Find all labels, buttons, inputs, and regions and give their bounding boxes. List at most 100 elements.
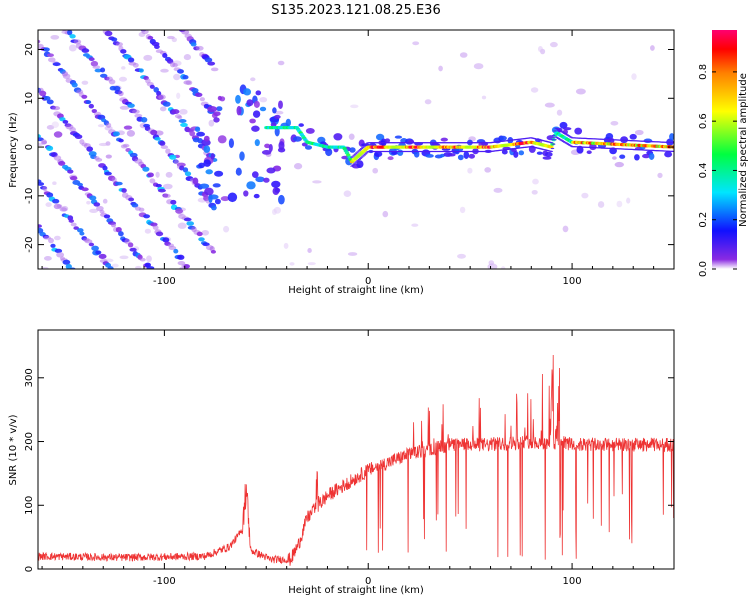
heatmap-cell [189, 130, 196, 137]
snr-x-axis-label: Height of straight line (km) [288, 585, 424, 596]
heatmap-cell [362, 145, 367, 147]
heatmap-cell [223, 225, 230, 233]
heatmap-cell [457, 253, 466, 259]
heatmap-cell [384, 138, 391, 143]
heatmap-cell [155, 171, 160, 178]
heatmap-cell [501, 149, 508, 155]
heatmap-cell [274, 187, 281, 193]
heatmap-cell [95, 157, 103, 162]
heatmap-cell [356, 160, 364, 168]
heatmap-cell [162, 237, 170, 243]
heatmap-cell [210, 249, 216, 254]
heatmap-cell [270, 122, 277, 128]
heatmap-cell [357, 150, 362, 152]
heatmap-cell [551, 143, 556, 145]
heatmap-cell [246, 99, 254, 107]
heatmap-cell [172, 63, 178, 68]
heatmap-cell [185, 269, 192, 274]
heatmap-cell [301, 142, 308, 147]
heatmap-cell [278, 194, 285, 205]
heatmap-cell [118, 231, 124, 237]
heatmap-cell [597, 201, 605, 208]
heatmap-cell [54, 235, 61, 241]
heatmap-cell [549, 150, 554, 152]
heatmap-cell [203, 159, 212, 167]
heatmap-cell [195, 126, 201, 132]
heatmap-cell [211, 205, 217, 211]
heatmap-cell [671, 142, 674, 144]
heatmap-cell [160, 68, 169, 73]
heatmap-cell [127, 242, 134, 248]
heatmap-cell [42, 47, 50, 52]
heatmap-cell [132, 109, 140, 114]
heatmap-cell [278, 100, 283, 109]
heatmap-cell [168, 245, 177, 251]
snr-y-tick-label: 200 [24, 432, 35, 451]
heatmap-cell [157, 188, 166, 193]
heatmap-cell [374, 150, 383, 158]
heatmap-cell [459, 206, 466, 214]
heatmap-cell [249, 118, 256, 124]
heatmap-cell [255, 176, 265, 183]
heatmap-cell [105, 154, 112, 159]
heatmap-cell [351, 164, 355, 166]
heatmap-cell [213, 117, 220, 123]
heatmap-cell [77, 182, 83, 187]
heatmap-cell [149, 178, 156, 184]
heatmap-cell [352, 154, 357, 156]
heatmap-cell [459, 52, 468, 58]
heatmap-cell [499, 135, 507, 141]
heatmap-cell [54, 248, 63, 254]
heatmap-cell [586, 150, 592, 155]
heatmap-x-tick-label: 0 [365, 276, 371, 287]
heatmap-cell [173, 159, 180, 165]
heatmap-cell [631, 73, 637, 80]
heatmap-cell [263, 177, 270, 183]
heatmap-cell [553, 130, 557, 132]
heatmap-cell [143, 54, 153, 61]
heatmap-cell [349, 147, 356, 153]
heatmap-cell [53, 131, 63, 138]
heatmap-cell [170, 199, 177, 205]
heatmap-cell [104, 30, 113, 37]
heatmap-cell [361, 146, 365, 148]
heatmap-cell [128, 197, 135, 202]
figure-title: S135.2023.121.08.25.E36 [271, 3, 440, 18]
heatmap-cell [463, 151, 470, 159]
heatmap-cell [619, 154, 626, 159]
heatmap-cell [119, 105, 130, 110]
heatmap-cell [177, 115, 183, 120]
heatmap-cell [473, 63, 484, 70]
heatmap-cell [413, 150, 420, 158]
heatmap-cell [325, 148, 333, 157]
heatmap-cell [51, 121, 59, 129]
heatmap-x-ticks: -100 0 100 [41, 30, 675, 287]
heatmap-cell [79, 231, 85, 236]
heatmap-cell [581, 192, 589, 199]
heatmap-cell [48, 237, 54, 244]
heatmap-cell [220, 196, 230, 202]
heatmap-cell [208, 119, 215, 127]
heatmap-cell [235, 167, 242, 176]
heatmap-cell [111, 263, 119, 268]
heatmap-cell [165, 148, 171, 154]
heatmap-cell [81, 80, 89, 85]
heatmap-cell [147, 172, 154, 178]
snr-panel: -100 0 100 0 100 200 300 Height of straight l… [8, 329, 675, 596]
heatmap-cell [204, 187, 214, 196]
heatmap-cell [304, 145, 313, 150]
heatmap-cell [363, 144, 368, 146]
heatmap-cell [614, 161, 625, 168]
heatmap-cell [171, 109, 180, 115]
snr-x-tick-label: -100 [153, 576, 176, 587]
heatmap-cell [65, 263, 72, 269]
heatmap-cell [412, 41, 420, 46]
heatmap-cell [177, 254, 185, 260]
heatmap-cell [347, 252, 358, 256]
heatmap-cell [53, 155, 62, 161]
heatmap-cell [207, 61, 216, 66]
heatmap-cell [351, 155, 355, 157]
heatmap-cell [189, 270, 195, 275]
